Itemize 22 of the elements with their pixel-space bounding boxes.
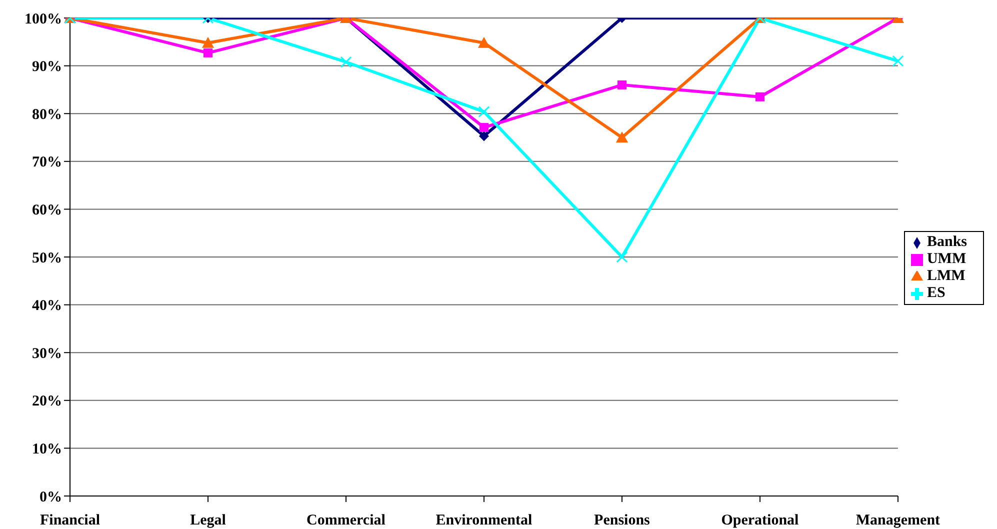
y-tick-label: 50%	[32, 250, 62, 266]
y-tick-label: 30%	[32, 346, 62, 362]
y-tick-label: 70%	[32, 154, 62, 171]
legend-label: Banks	[926, 234, 967, 250]
y-tick-label: 10%	[32, 442, 62, 458]
y-tick-label: 100%	[24, 11, 62, 28]
y-tick-label: 90%	[32, 59, 62, 76]
legend-label: ES	[926, 285, 946, 301]
x-tick-label: Management	[856, 512, 940, 529]
x-tick-label: Environmental	[436, 512, 532, 529]
x-tick-label: Operational	[721, 512, 799, 529]
x-tick-label: Pensions	[594, 512, 650, 529]
y-tick-label: 60%	[32, 202, 62, 219]
x-tick-label: Financial	[40, 512, 100, 529]
y-tick-label: 80%	[32, 106, 62, 123]
y-tick-label: 20%	[32, 394, 62, 410]
x-tick-label: Legal	[190, 512, 226, 529]
legend-label: LMM	[926, 268, 966, 284]
y-tick-label: 40%	[32, 298, 62, 314]
legend-label: UMM	[926, 251, 966, 267]
x-tick-label: Commercial	[306, 512, 386, 529]
y-tick-label: 0%	[40, 489, 62, 506]
